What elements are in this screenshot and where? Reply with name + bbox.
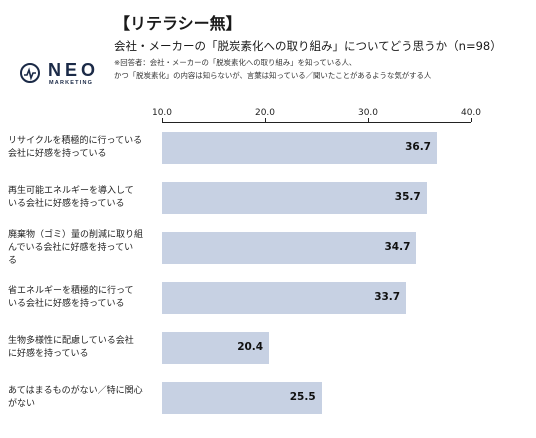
- logo-subtext: MARKETING: [49, 80, 94, 86]
- bar-value-label: 20.4: [237, 341, 264, 353]
- bar-value-label: 34.7: [384, 241, 411, 253]
- chart-title: 【リテラシー無】: [114, 14, 242, 33]
- bar-value-label: 25.5: [289, 391, 316, 403]
- bar-value-label: 36.7: [405, 141, 431, 153]
- bar: [162, 332, 270, 364]
- category-label-line: いる会社に好感を持っている: [8, 299, 125, 309]
- x-tick-label: 40.0: [460, 108, 482, 118]
- neo-marketing-logo: NEO MARKETING: [20, 60, 120, 90]
- category-label-line: 会社に好感を持っている: [8, 149, 107, 159]
- bar: [162, 282, 407, 314]
- category-label-line: に好感を持っている: [8, 349, 89, 359]
- category-label-line: 省エネルギーを積極的に行って: [8, 286, 134, 296]
- respondent-note-line1: ※回答者：会社・メーカーの「脱炭素化への取り組み」を知っている人、: [114, 58, 357, 67]
- category-label: リサイクルを積極的に行っている 会社に好感を持っている: [8, 135, 156, 161]
- logo-pulse-icon: [20, 63, 40, 83]
- bar: [162, 182, 427, 214]
- category-label: 生物多様性に配慮している会社 に好感を持っている: [8, 335, 156, 361]
- bar: [162, 132, 437, 164]
- category-label: 再生可能エネルギーを導入して いる会社に好感を持っている: [8, 185, 156, 211]
- category-label-line: あてはまるものがない／特に関心: [8, 386, 143, 396]
- category-label-line: 再生可能エネルギーを導入して: [8, 186, 134, 196]
- x-tick-label: 30.0: [357, 108, 379, 118]
- x-axis-tick: [471, 118, 472, 122]
- category-label: 廃棄物（ゴミ）量の削減に取り組 んでいる会社に好感を持っている: [8, 229, 156, 268]
- x-tick-label: 20.0: [254, 108, 276, 118]
- x-axis-tick: [265, 118, 266, 122]
- x-axis-line: [162, 122, 471, 123]
- category-label: あてはまるものがない／特に関心 がない: [8, 385, 156, 411]
- category-label-line: 生物多様性に配慮している会社: [8, 336, 134, 346]
- category-label-line: リサイクルを積極的に行っている: [8, 136, 143, 146]
- category-label: 省エネルギーを積極的に行って いる会社に好感を持っている: [8, 285, 156, 311]
- category-label-line: 廃棄物（ゴミ）量の削減に取り組: [8, 229, 144, 240]
- category-label-line: がない: [8, 399, 36, 409]
- chart-subtitle: 会社・メーカーの「脱炭素化への取り組み」についてどう思うか（n=98）: [114, 39, 502, 53]
- x-axis-tick: [368, 118, 369, 122]
- respondent-note-line2: かつ「脱炭素化」の内容は知らないが、言葉は知っている／聞いたことがあるような気が…: [114, 71, 432, 80]
- bar-value-label: 33.7: [374, 291, 401, 303]
- logo-word: NEO: [48, 60, 100, 80]
- bar: [162, 232, 417, 264]
- category-label-line: る: [8, 255, 18, 266]
- bar-value-label: 35.7: [394, 191, 421, 203]
- x-tick-label: 10.0: [151, 108, 173, 118]
- category-label-line: いる会社に好感を持っている: [8, 199, 125, 209]
- category-label-line: んでいる会社に好感を持ってい: [8, 242, 134, 253]
- x-axis-tick: [162, 118, 163, 122]
- bar: [162, 382, 322, 414]
